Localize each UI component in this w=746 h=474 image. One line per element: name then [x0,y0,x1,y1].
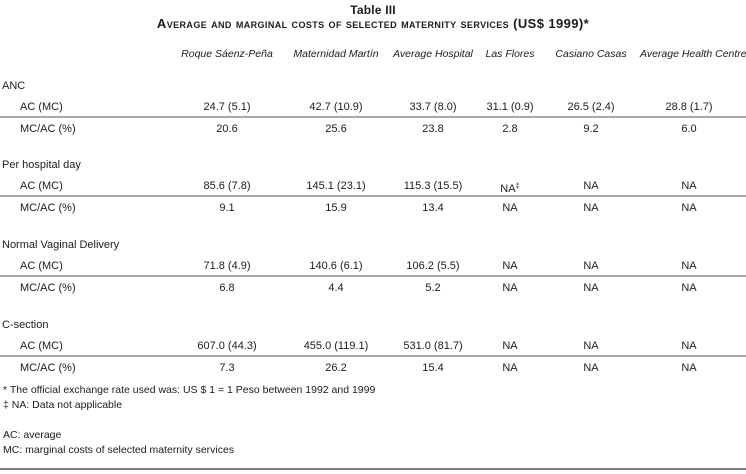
value-cell: 15.4 [422,362,444,374]
value-cell: 140.6 (6.1) [309,260,363,272]
value-cell: 20.6 [216,123,238,135]
divider [0,275,746,277]
row-label: AC (MC) [20,340,63,352]
value-cell: 9.2 [583,123,599,135]
value-cell: 28.8 (1.7) [665,101,713,113]
column-header: Average Hospital [393,48,473,60]
row-label: AC (MC) [20,180,63,192]
row-label: MC/AC (%) [20,202,76,214]
table-number: Table III [350,3,396,17]
table-row-ac: AC (MC) 24.7 (5.1) 42.7 (10.9) 33.7 (8.0… [0,101,746,113]
section-label: ANC [2,80,26,92]
column-header: Average Health Centre [640,48,746,60]
value-cell: 5.2 [425,282,441,294]
value-cell: 33.7 (8.0) [409,101,457,113]
value-cell: NA [583,202,599,214]
value-cell: 25.6 [325,123,347,135]
column-header: Casiano Casas [555,48,627,60]
value-cell: 455.0 (119.1) [303,340,369,352]
value-cell: NA [681,202,697,214]
bottom-divider [0,468,746,470]
na-footnote-marker: ‡ [515,181,520,190]
divider [0,355,746,357]
value-cell: 115.3 (15.5) [403,180,463,192]
divider [0,195,746,197]
table-row-ac: AC (MC) 71.8 (4.9) 140.6 (6.1) 106.2 (5.… [0,260,746,272]
column-header-row: Roque Sáenz-Peña Maternidad Martín Avera… [0,48,746,61]
value-cell: NA [502,282,518,294]
table-title-currency-note: (US$ 1999)* [513,16,590,31]
value-cell: 145.1 (23.1) [306,180,366,192]
value-text: NA [500,183,516,195]
value-cell: 531.0 (81.7) [403,340,463,352]
value-cell: 9.1 [219,202,235,214]
value-cell: 13.4 [422,202,444,214]
value-cell: 23.8 [422,123,444,135]
value-cell: 4.4 [328,282,344,294]
header-spacer [0,48,170,61]
value-cell: 6.0 [681,123,697,135]
value-cell: 2.8 [502,123,518,135]
value-cell: 26.2 [325,362,347,374]
section-c-section: C-section AC (MC) 607.0 (44.3) 455.0 (11… [0,319,746,375]
value-cell: NA [502,202,518,214]
value-cell: 42.7 (10.9) [309,101,363,113]
row-label: MC/AC (%) [20,282,76,294]
column-header: Maternidad Martín [293,48,379,60]
value-cell: NA [583,260,599,272]
value-cell: NA [681,340,697,352]
value-cell: 26.5 (2.4) [567,101,615,113]
row-label: MC/AC (%) [20,362,76,374]
value-cell: NA [681,180,697,192]
table-title: Average and marginal costs of selected m… [0,16,746,31]
value-cell: NA [583,180,599,192]
value-cell: 24.7 (5.1) [203,101,251,113]
value-cell: 85.6 (7.8) [203,180,251,192]
table-row-mcac: MC/AC (%) 6.8 4.4 5.2 NA NA NA [0,282,746,294]
value-cell: 6.8 [219,282,235,294]
section-per-hospital-day: Per hospital day AC (MC) 85.6 (7.8) 145.… [0,159,746,215]
table-row-mcac: MC/AC (%) 9.1 15.9 13.4 NA NA NA [0,202,746,214]
value-cell: NA [502,362,518,374]
abbreviation-note: AC: average [3,429,62,441]
value-cell: NA [583,282,599,294]
value-cell: NA [502,340,518,352]
row-label: AC (MC) [20,101,63,113]
divider [0,116,746,118]
table-title-text: Average and marginal costs of selected m… [156,16,510,31]
value-cell: 7.3 [219,362,235,374]
value-cell: NA [681,282,697,294]
section-label: C-section [2,319,49,331]
value-cell: 607.0 (44.3) [197,340,257,352]
value-cell: 106.2 (5.5) [406,260,460,272]
value-cell: NA [681,260,697,272]
section-normal-vaginal-delivery: Normal Vaginal Delivery AC (MC) 71.8 (4.… [0,239,746,295]
value-cell: NA‡ [478,180,542,195]
section-label: Per hospital day [2,159,81,171]
value-cell: 71.8 (4.9) [203,260,251,272]
table-row-mcac: MC/AC (%) 7.3 26.2 15.4 NA NA NA [0,362,746,374]
value-cell: NA [583,362,599,374]
section-anc: ANC AC (MC) 24.7 (5.1) 42.7 (10.9) 33.7 … [0,80,746,136]
value-cell: 15.9 [325,202,347,214]
value-cell: 31.1 (0.9) [486,101,534,113]
value-cell: NA [681,362,697,374]
row-label: MC/AC (%) [20,123,76,135]
abbreviation-note: MC: marginal costs of selected maternity… [3,444,235,456]
column-header: Roque Sáenz-Peña [181,48,273,60]
footnote: * The official exchange rate used was: U… [3,384,376,396]
column-header: Las Flores [485,48,535,60]
row-label: AC (MC) [20,260,63,272]
footnote: ‡ NA: Data not applicable [3,399,123,411]
section-label: Normal Vaginal Delivery [2,239,120,251]
value-cell: NA [502,260,518,272]
table-row-mcac: MC/AC (%) 20.6 25.6 23.8 2.8 9.2 6.0 [0,123,746,135]
value-cell: NA [583,340,599,352]
table-row-ac: AC (MC) 85.6 (7.8) 145.1 (23.1) 115.3 (1… [0,180,746,195]
table-row-ac: AC (MC) 607.0 (44.3) 455.0 (119.1) 531.0… [0,340,746,352]
